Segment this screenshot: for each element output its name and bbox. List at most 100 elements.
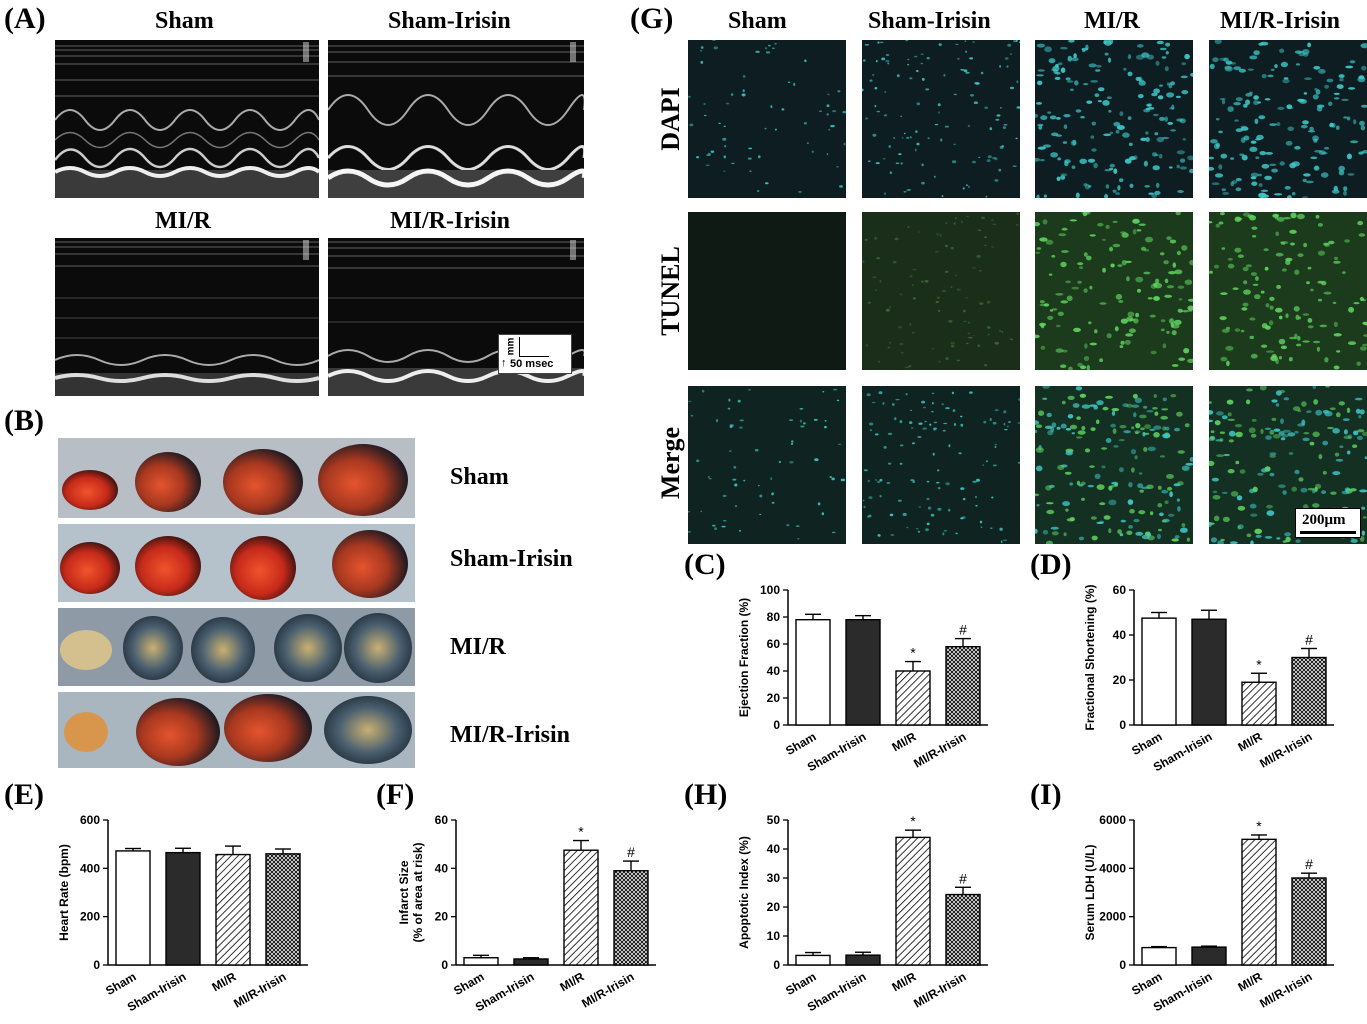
y-tick-label: 80 [767,610,781,624]
panel-label-e: (E) [4,778,44,811]
x-tick-label: MI/R-Irisin [911,969,968,1010]
echo-scale-box: mm ↑ 50 msec [498,334,572,374]
bar [845,954,881,966]
x-tick-label: MI/R [890,729,919,754]
bar [1141,946,1177,966]
micro-image-tunel-mir-irisin [1209,212,1367,370]
y-axis-label: Infarct Size [397,860,411,924]
y-axis-label-line2: (% of area at risk) [411,842,425,942]
significance-mark: * [1256,656,1262,672]
y-tick-label: 40 [767,664,781,678]
bar [165,851,201,966]
echo-image-sham [55,40,319,198]
x-tick-label: MI/R-Irisin [231,969,288,1010]
y-tick-label: 0 [93,958,100,972]
significance-mark: * [1256,818,1262,834]
micro-image-dapi-mir-irisin [1209,40,1367,198]
y-tick-label: 100 [760,583,780,597]
x-tick-label: MI/R [1236,729,1265,754]
bar [945,645,981,726]
micro-image-tunel-sham [688,212,846,370]
micro-row-merge: Merge [656,426,685,500]
y-tick-label: 40 [1113,628,1127,642]
micro-image-dapi-mir [1035,40,1193,198]
chart-serum-ldh: 0 2000 4000 6000 Serum LDH (U/L) Sham Sham-Iri… [1083,810,1346,1020]
y-tick-label: 40 [767,842,781,856]
bar [1191,618,1227,726]
y-axis-label: Serum LDH (U/L) [1083,844,1097,940]
micro-row-dapi: DAPI [656,87,685,151]
heart-label-sham: Sham [450,464,509,490]
chart-ejection-fraction: 0 20 40 60 80 100 Ejection Fraction (%) Sham Sha… [737,580,1000,774]
heart-row-sham [58,438,415,518]
echo-title-sham: Sham [155,8,214,34]
x-tick-label: Sham [103,969,138,997]
y-tick-label: 0 [1119,718,1126,732]
bar [563,849,599,966]
echo-scale-mm: mm [505,337,517,356]
micro-col-mir-irisin: MI/R-Irisin [1220,8,1340,34]
y-tick-label: 20 [767,691,781,705]
echo-scale-arrow: ↑ [501,357,507,369]
chart-f-svg: 0 20 40 60 Infarct Size (% of area at risk) Sh… [397,813,656,1014]
bar [115,850,151,966]
panel-label-f: (F) [376,778,415,811]
y-tick-label: 60 [435,813,449,827]
micro-scale-bar: 200μm [1295,508,1361,538]
significance-mark: # [627,844,635,860]
y-tick-label: 20 [1113,673,1127,687]
panel-label-i: (I) [1030,778,1062,811]
y-tick-label: 4000 [1099,861,1126,875]
panel-label-d: (D) [1030,548,1072,581]
heart-label-mir-irisin: MI/R-Irisin [450,722,570,748]
significance-mark: # [959,622,967,638]
chart-fractional-shortening: 0 20 40 60 Fractional Shortening (%) Sham Sham… [1083,580,1346,774]
heart-label-sham-irisin: Sham-Irisin [450,546,573,572]
y-tick-label: 600 [80,813,100,827]
micro-image-merge-mir [1035,386,1193,544]
bar [895,836,931,966]
bar [1191,946,1227,966]
micro-scale-label: 200μm [1302,512,1346,528]
y-tick-label: 0 [441,958,448,972]
x-tick-label: Sham [1129,969,1164,997]
x-tick-label: Sham [1129,729,1164,757]
y-tick-label: 10 [767,929,781,943]
x-tick-label: Sham [451,969,486,997]
y-tick-label: 20 [767,900,781,914]
bar [265,853,301,966]
y-tick-label: 400 [80,861,100,875]
y-tick-label: 0 [1119,958,1126,972]
bar [613,870,649,966]
significance-mark: * [578,824,584,840]
y-axis-label: Ejection Fraction (%) [737,598,751,717]
y-tick-label: 60 [1113,583,1127,597]
chart-apoptotic-index: 0 10 20 30 40 50 Apoptotic Index (%) Sham Sham-I… [737,810,1000,1020]
panel-label-b: (B) [4,404,44,437]
bar [945,893,981,966]
bar [895,670,931,726]
bar [795,619,831,726]
y-tick-label: 6000 [1099,813,1126,827]
micro-image-merge-sham-irisin [862,386,1020,544]
heart-row-mir-irisin [58,692,415,768]
y-axis-label: Heart Rate (bpm) [57,844,71,941]
chart-heart-rate: 0 200 400 600 Heart Rate (bpm) Sham Sham-Irisi… [50,810,320,1020]
bar [1241,681,1277,726]
bar [1241,838,1277,966]
significance-mark: * [910,645,916,661]
micro-image-dapi-sham-irisin [862,40,1020,198]
significance-mark: # [1305,632,1313,648]
micro-col-mir: MI/R [1084,8,1140,34]
y-tick-label: 20 [435,910,449,924]
x-tick-label: MI/R-Irisin [911,729,968,770]
echo-image-mir [55,238,319,396]
echo-image-sham-irisin [328,40,584,198]
echo-title-sham-irisin: Sham-Irisin [388,8,511,34]
x-tick-label: Sham [783,729,818,757]
y-tick-label: 30 [767,871,781,885]
